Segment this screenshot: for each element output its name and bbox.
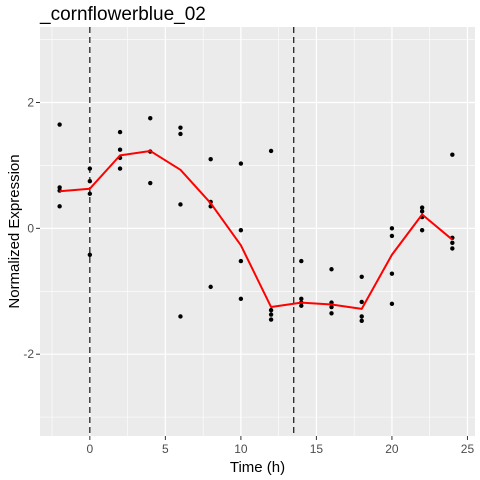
data-point bbox=[238, 258, 244, 264]
data-point bbox=[389, 233, 395, 239]
data-point bbox=[359, 314, 364, 319]
data-point bbox=[450, 246, 455, 251]
trend-line bbox=[59, 149, 453, 310]
data-point bbox=[268, 317, 274, 322]
x-axis: 0 5 10 15 20 25 bbox=[87, 436, 475, 456]
reference-lines bbox=[89, 27, 295, 436]
data-point bbox=[268, 307, 274, 313]
data-point bbox=[148, 116, 153, 121]
data-point bbox=[208, 284, 213, 290]
data-point bbox=[57, 122, 62, 127]
data-point bbox=[329, 267, 334, 272]
x-tick-label: 25 bbox=[461, 442, 475, 456]
data-point bbox=[419, 228, 425, 233]
x-tick-label: 15 bbox=[310, 442, 324, 456]
data-point bbox=[117, 129, 123, 135]
data-point bbox=[178, 202, 183, 207]
data-point bbox=[87, 178, 93, 184]
x-axis-title: Time (h) bbox=[230, 459, 285, 476]
data-point bbox=[359, 318, 364, 324]
y-axis-title: Normalized Expression bbox=[6, 154, 23, 308]
x-tick-label: 0 bbox=[87, 442, 94, 456]
data-point bbox=[87, 166, 93, 171]
chart-title: _cornflowerblue_02 bbox=[39, 4, 206, 25]
data-point bbox=[208, 156, 213, 162]
data-point bbox=[117, 166, 123, 171]
data-point bbox=[389, 271, 395, 276]
data-point bbox=[57, 204, 62, 209]
data-point bbox=[299, 296, 304, 302]
data-point bbox=[148, 180, 153, 186]
data-point bbox=[450, 240, 455, 246]
data-point bbox=[178, 314, 183, 319]
data-point bbox=[87, 191, 93, 196]
y-tick-label: 2 bbox=[27, 96, 34, 110]
x-tick-label: 10 bbox=[234, 442, 248, 456]
data-point bbox=[359, 274, 364, 280]
data-point bbox=[299, 303, 304, 308]
data-point bbox=[57, 185, 62, 190]
trend-line-group bbox=[59, 149, 453, 310]
data-point bbox=[389, 226, 395, 231]
data-point bbox=[329, 311, 334, 316]
data-point bbox=[178, 131, 183, 137]
y-tick-label: 0 bbox=[27, 221, 34, 235]
data-point bbox=[419, 209, 425, 214]
data-point bbox=[329, 304, 334, 310]
y-tick-label: -2 bbox=[23, 347, 34, 361]
data-point bbox=[268, 148, 274, 154]
data-point bbox=[389, 301, 395, 307]
data-point bbox=[299, 258, 304, 264]
data-point bbox=[87, 252, 93, 257]
y-axis: -2 0 2 bbox=[23, 96, 40, 361]
data-point bbox=[238, 228, 244, 233]
data-point bbox=[359, 299, 364, 305]
data-point bbox=[450, 152, 455, 157]
data-point bbox=[419, 205, 425, 210]
data-point bbox=[268, 312, 274, 317]
data-point bbox=[178, 125, 183, 130]
x-tick-label: 20 bbox=[385, 442, 399, 456]
data-point bbox=[117, 147, 123, 152]
data-point bbox=[238, 296, 244, 302]
x-tick-label: 5 bbox=[162, 442, 169, 456]
data-point bbox=[238, 161, 244, 166]
plot-panel bbox=[40, 27, 475, 436]
